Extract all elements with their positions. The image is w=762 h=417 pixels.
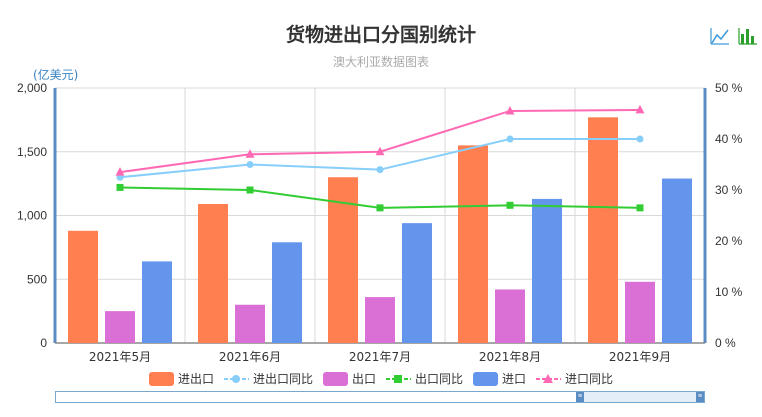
bar-1 (198, 204, 228, 343)
bar-1 (458, 145, 488, 343)
legend-label: 进口 (502, 372, 527, 386)
bar-3 (142, 261, 172, 343)
y-left-tick-label: 2,000 (17, 81, 47, 95)
legend-swatch (322, 371, 348, 386)
point-marker (506, 135, 514, 143)
legend-item[interactable]: 进口 (473, 370, 526, 387)
bar-2 (235, 304, 265, 343)
point-marker (116, 183, 124, 191)
data-zoom-selected-range (581, 392, 701, 402)
bar-1 (68, 230, 98, 343)
point-marker (506, 201, 514, 209)
legend-item[interactable]: 出口 (322, 370, 376, 387)
legend-label: 进出口同比 (252, 372, 313, 386)
point-marker (376, 204, 384, 212)
x-tick-label: 2021年7月 (349, 350, 411, 364)
bar-2 (365, 297, 395, 343)
y-left-tick-label: 500 (27, 272, 47, 286)
point-marker (115, 167, 125, 176)
legend-label: 进口同比 (565, 372, 614, 386)
point-marker (376, 166, 384, 174)
y-left-tick-label: 1,000 (17, 209, 47, 223)
point-marker (636, 135, 644, 143)
y-axis-unit-label: (亿美元) (33, 68, 79, 82)
bar-2 (625, 281, 655, 343)
bar-3 (402, 223, 432, 343)
x-tick-label: 2021年5月 (89, 350, 151, 364)
x-tick-label: 2021年8月 (479, 350, 541, 364)
bar-chart-icon[interactable] (738, 26, 758, 46)
bar-2 (105, 311, 135, 343)
chart-title: 货物进出口分国别统计 (285, 24, 476, 46)
y-right-tick-label: 30 % (715, 183, 743, 197)
data-zoom-slider[interactable]: ≡ ≡ (55, 391, 705, 403)
bar-3 (532, 198, 562, 343)
y-left-tick-label: 1,500 (17, 145, 47, 159)
legend-label: 出口同比 (415, 372, 464, 386)
legend-label: 进出口 (177, 372, 214, 386)
chart-subtitle: 澳大利亚数据图表 (332, 55, 429, 69)
legend-item[interactable]: 进口同比 (536, 370, 613, 387)
chart-plot: 0 500 1,000 1,500 2,000 0 % 10 % 20 % 30 % 40 % 50… (17, 81, 743, 364)
point-marker (246, 186, 254, 194)
bar-1 (588, 117, 618, 343)
data-zoom-end-handle[interactable]: ≡ (696, 392, 704, 402)
y-right-tick-label: 50 % (715, 81, 743, 95)
y-right-tick-label: 20 % (715, 234, 743, 248)
legend: 进出口 进出口同比 出口 出口同比 进口 进口同比 (0, 370, 762, 387)
legend-swatch (148, 371, 174, 386)
point-marker (505, 105, 515, 115)
point-marker (635, 104, 645, 114)
legend-item[interactable]: 出口同比 (386, 370, 463, 387)
point-marker (636, 204, 644, 212)
legend-item[interactable]: 进出口 (148, 370, 214, 387)
data-zoom-start-handle[interactable]: ≡ (576, 392, 584, 402)
y-right-tick-label: 40 % (715, 132, 743, 146)
legend-swatch (223, 374, 249, 383)
point-marker (245, 149, 255, 158)
line-chart-icon[interactable] (710, 26, 730, 46)
y-right-tick-label: 0 % (715, 336, 736, 350)
legend-swatch (386, 374, 411, 383)
x-tick-label: 2021年6月 (219, 350, 281, 364)
bar-2 (495, 289, 525, 343)
legend-label: 出口 (351, 372, 376, 386)
x-tick-label: 2021年9月 (609, 350, 671, 364)
series-line-3 (119, 108, 641, 174)
point-marker (246, 161, 254, 168)
point-marker (375, 146, 385, 156)
y-right-tick-label: 10 % (715, 285, 743, 299)
bar-3 (272, 242, 302, 343)
bar-3 (662, 178, 692, 343)
legend-swatch (473, 371, 499, 386)
legend-swatch (536, 373, 562, 383)
legend-item[interactable]: 进出口同比 (223, 370, 313, 387)
y-left-tick-label: 0 (40, 336, 47, 350)
